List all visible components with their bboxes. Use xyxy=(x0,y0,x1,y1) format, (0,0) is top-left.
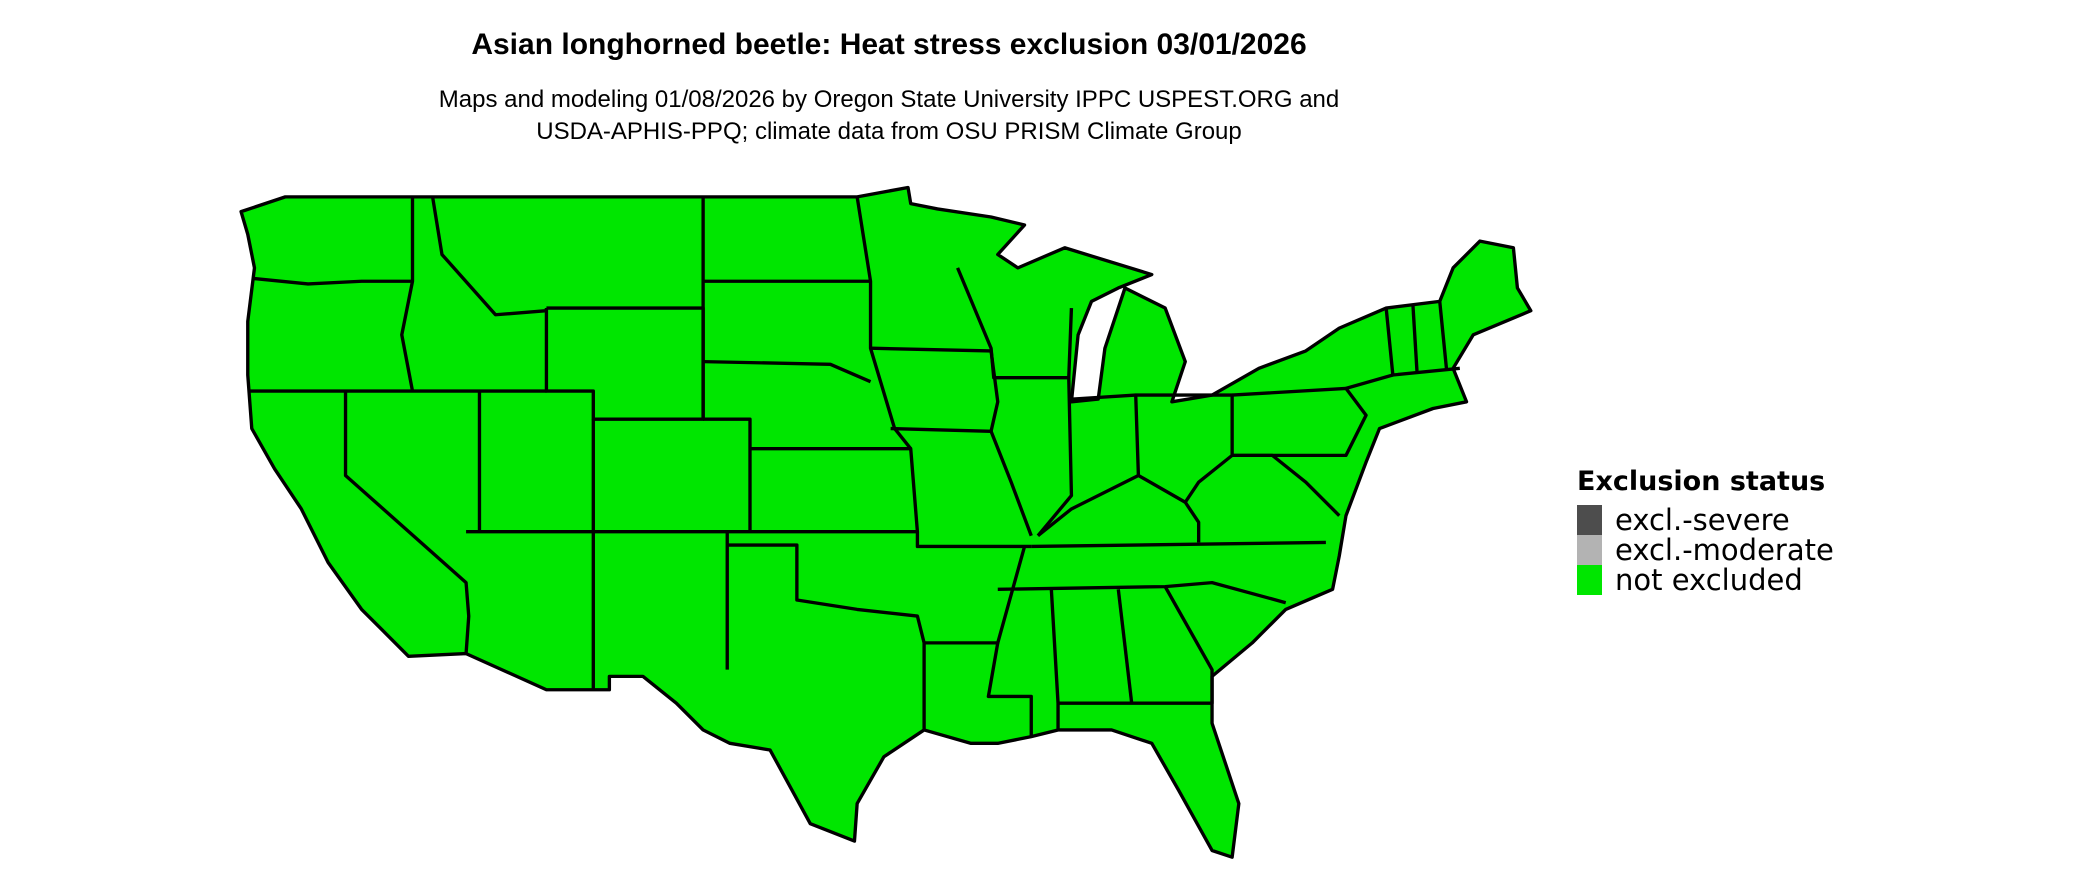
state-border xyxy=(750,447,920,532)
state-border xyxy=(997,580,1287,605)
state-borders xyxy=(247,196,1460,737)
us-outline xyxy=(239,185,1533,859)
state-border xyxy=(1036,473,1201,543)
legend-label: not excluded xyxy=(1615,563,1803,597)
state-border xyxy=(890,426,1033,537)
state-border xyxy=(1438,301,1449,369)
state-border xyxy=(703,359,872,384)
legend-swatch-moderate xyxy=(1577,535,1602,565)
legend-title: Exclusion status xyxy=(1577,466,1826,497)
state-border xyxy=(430,196,547,317)
state-border xyxy=(1411,305,1419,372)
state-border xyxy=(1116,589,1134,704)
state-border xyxy=(1232,453,1341,517)
legend-item-moderate: excl.-moderate xyxy=(1577,533,1834,567)
legend-label: excl.-severe xyxy=(1615,503,1790,537)
state-border xyxy=(1036,377,1074,537)
state-border xyxy=(1232,386,1368,458)
legend-swatch-not-excluded xyxy=(1577,565,1602,595)
state-border xyxy=(1031,540,1326,549)
state-border xyxy=(703,417,752,532)
state-border xyxy=(343,391,471,654)
legend-item-not-excluded: not excluded xyxy=(1577,563,1834,597)
state-border xyxy=(1058,585,1214,705)
state-border xyxy=(400,196,415,392)
state-border xyxy=(1345,373,1394,391)
state-border xyxy=(956,267,1074,380)
map-title: Asian longhorned beetle: Heat stress exc… xyxy=(471,28,1307,61)
map-subtitle: Maps and modeling 01/08/2026 by Oregon S… xyxy=(0,84,1778,148)
state-border xyxy=(750,530,1032,549)
state-border xyxy=(986,642,1033,737)
legend-label: excl.-moderate xyxy=(1615,533,1834,567)
subtitle-line-1: Maps and modeling 01/08/2026 by Oregon S… xyxy=(438,86,1340,113)
legend: Exclusion status excl.-severe excl.-mode… xyxy=(1577,466,1834,597)
legend-swatch-severe xyxy=(1577,505,1602,535)
state-border xyxy=(254,276,413,286)
legend-item-severe: excl.-severe xyxy=(1577,503,1834,537)
subtitle-line-2: USDA-APHIS-PPQ; climate data from OSU PR… xyxy=(536,118,1242,145)
state-border xyxy=(1071,393,1141,476)
